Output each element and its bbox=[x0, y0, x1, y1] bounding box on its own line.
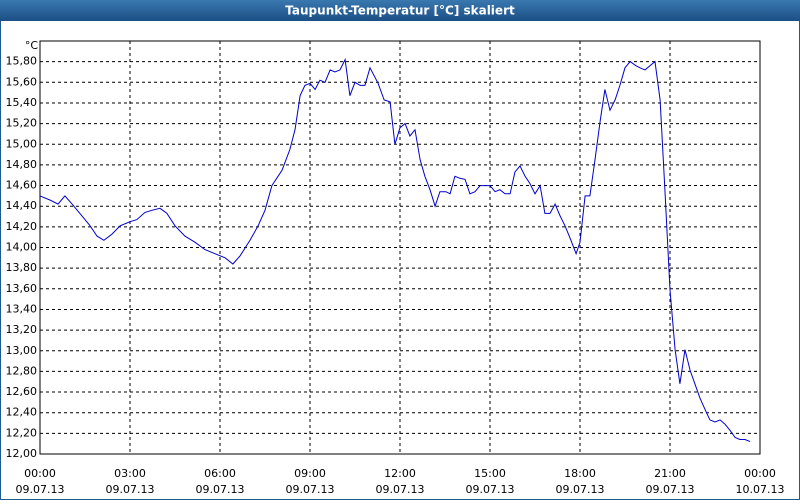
title-bar bbox=[0, 0, 800, 21]
x-tick-label: 21:00 bbox=[654, 467, 686, 480]
y-tick-label: 13,60 bbox=[6, 282, 38, 295]
x-tick-label: 18:00 bbox=[564, 467, 596, 480]
x-tick-label: 12:00 bbox=[384, 467, 416, 480]
y-tick-label: 14,80 bbox=[6, 158, 38, 171]
y-tick-label: 12,80 bbox=[6, 364, 38, 377]
x-tick-label: 03:00 bbox=[114, 467, 146, 480]
y-tick-label: 15,60 bbox=[6, 75, 38, 88]
x-tick-date: 09.07.13 bbox=[16, 483, 65, 496]
y-tick-label: 12,60 bbox=[6, 385, 38, 398]
y-tick-label: 14,20 bbox=[6, 220, 38, 233]
x-tick-date: 09.07.13 bbox=[106, 483, 155, 496]
y-tick-label: 12,20 bbox=[6, 426, 38, 439]
y-unit: °C bbox=[25, 39, 39, 52]
x-tick-date: 09.07.13 bbox=[196, 483, 245, 496]
x-tick-date: 10.07.13 bbox=[736, 483, 785, 496]
x-tick-date: 09.07.13 bbox=[376, 483, 425, 496]
x-tick-label: 00:00 bbox=[744, 467, 776, 480]
x-tick-label: 15:00 bbox=[474, 467, 506, 480]
x-tick-date: 09.07.13 bbox=[286, 483, 335, 496]
chart-title: Taupunkt-Temperatur [°C] skaliert bbox=[285, 4, 515, 18]
y-tick-label: 15,40 bbox=[6, 96, 38, 109]
data-line bbox=[39, 57, 751, 443]
y-tick-label: 13,40 bbox=[6, 302, 38, 315]
x-tick-label: 06:00 bbox=[204, 467, 236, 480]
x-tick-date: 09.07.13 bbox=[646, 483, 695, 496]
x-tick-date: 09.07.13 bbox=[466, 483, 515, 496]
x-tick-label: 09:00 bbox=[294, 467, 326, 480]
x-tick-label: 00:00 bbox=[24, 467, 56, 480]
y-tick-label: 13,00 bbox=[6, 344, 38, 357]
y-tick-label: 15,20 bbox=[6, 117, 38, 130]
y-tick-label: 12,00 bbox=[6, 447, 38, 460]
y-tick-label: 13,80 bbox=[6, 261, 38, 274]
y-tick-label: 13,20 bbox=[6, 323, 38, 336]
y-tick-label: 15,00 bbox=[6, 137, 38, 150]
y-tick-label: 14,00 bbox=[6, 241, 38, 254]
y-tick-label: 14,40 bbox=[6, 199, 38, 212]
y-tick-label: 15,80 bbox=[6, 55, 38, 68]
y-tick-label: 14,60 bbox=[6, 179, 38, 192]
x-tick-date: 09.07.13 bbox=[556, 483, 605, 496]
y-tick-label: 12,40 bbox=[6, 406, 38, 419]
